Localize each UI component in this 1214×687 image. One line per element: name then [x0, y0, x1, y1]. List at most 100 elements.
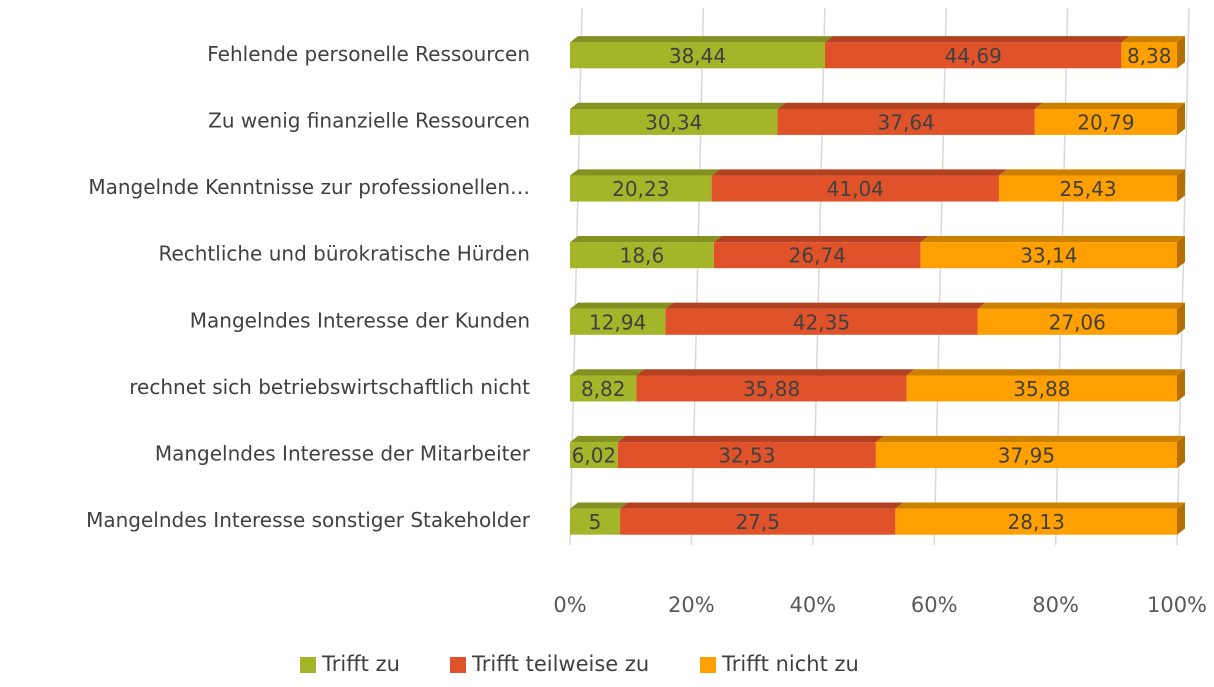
data-label: 20,23	[612, 177, 669, 201]
data-label: 6,02	[572, 444, 617, 468]
bar-segment	[713, 242, 921, 269]
category-label: Mangelndes Interesse sonstiger Stakehold…	[86, 508, 531, 532]
bar-segment	[906, 375, 1177, 402]
data-label: 28,13	[1008, 510, 1065, 534]
bar-segment	[1034, 108, 1177, 135]
data-label: 38,44	[669, 44, 726, 68]
data-label: 8,82	[581, 377, 626, 401]
bar-segment	[570, 308, 666, 335]
bar-segment	[977, 308, 1177, 335]
category-label: Mangelnde Kenntnisse zur professionellen…	[88, 175, 530, 199]
data-label: 37,95	[998, 444, 1055, 468]
bar-segment	[875, 442, 1177, 469]
data-label: 20,79	[1077, 110, 1134, 134]
legend-label: Trifft nicht zu	[721, 652, 859, 676]
category-label: Mangelndes Interesse der Kunden	[190, 308, 530, 332]
data-label: 12,94	[589, 310, 646, 334]
bar-segment	[998, 175, 1177, 202]
category-label: Rechtliche und bürokratische Hürden	[158, 242, 530, 266]
bar-depth	[920, 236, 1185, 243]
bar-segment	[570, 175, 712, 202]
bar-depth	[1034, 102, 1185, 109]
bar-depth	[711, 169, 1007, 176]
data-label: 32,53	[718, 444, 775, 468]
legend-swatch	[300, 657, 316, 673]
data-label: 27,5	[735, 510, 780, 534]
data-label: 5	[589, 510, 602, 534]
bar-segment	[617, 442, 876, 469]
category-label: Zu wenig finanzielle Ressourcen	[208, 108, 530, 132]
x-tick-label: 80%	[1032, 593, 1079, 617]
bar-segment	[570, 508, 621, 535]
data-label: 33,14	[1020, 244, 1077, 268]
bar-segment	[570, 108, 778, 135]
bar-segment	[895, 508, 1177, 535]
data-label: 35,88	[743, 377, 800, 401]
data-label: 18,6	[620, 244, 665, 268]
data-label: 27,06	[1049, 310, 1106, 334]
x-tick-label: 0%	[553, 593, 586, 617]
bar-depth	[977, 302, 1185, 309]
bar-segment	[620, 508, 896, 535]
bar-segment	[570, 242, 714, 269]
bar-depth	[1177, 435, 1185, 469]
bar-depth	[620, 502, 904, 509]
bar-depth	[824, 36, 1130, 43]
bar-segment	[1121, 42, 1177, 69]
bar-depth	[906, 369, 1185, 376]
bar-depth	[570, 502, 629, 509]
bar-depth	[713, 236, 929, 243]
bar-depth	[1177, 169, 1185, 202]
bar-segment	[636, 375, 907, 402]
data-label: 44,69	[945, 44, 1002, 68]
data-label: 35,88	[1013, 377, 1070, 401]
bar-depth	[1177, 236, 1185, 269]
legend-label: Trifft zu	[321, 652, 400, 676]
category-label: rechnet sich betriebswirtschaftlich nich…	[129, 375, 530, 399]
bar-segment	[920, 242, 1177, 269]
category-label: Fehlende personelle Ressourcen	[207, 42, 530, 66]
data-label: 26,74	[789, 244, 846, 268]
x-tick-label: 40%	[789, 593, 836, 617]
bar-depth	[1177, 502, 1185, 535]
bar-depth	[1177, 302, 1185, 335]
bar-segment	[570, 375, 637, 402]
bar-segment	[711, 175, 999, 202]
bar-segment	[777, 108, 1035, 135]
data-label: 42,35	[793, 310, 850, 334]
bar-depth	[665, 302, 986, 309]
bar-depth	[895, 502, 1185, 509]
category-label: Mangelndes Interesse der Mitarbeiter	[155, 442, 531, 466]
bar-depth	[1177, 102, 1185, 135]
data-label: 30,34	[645, 110, 702, 134]
legend-swatch	[450, 657, 466, 673]
bar-depth	[570, 302, 674, 309]
bar-depth	[617, 435, 884, 443]
data-label: 37,64	[878, 110, 935, 134]
bar-segment	[570, 442, 618, 469]
data-label: 8,38	[1127, 44, 1172, 68]
bar-depth	[777, 102, 1043, 109]
bar-segment	[570, 42, 825, 69]
bar-depth	[570, 435, 626, 443]
bar-depth	[998, 169, 1185, 176]
bar-segment	[824, 42, 1122, 69]
bar-depth	[570, 169, 720, 176]
bar-depth	[570, 236, 722, 243]
bar-depth	[875, 435, 1185, 443]
bar-depth	[570, 102, 786, 109]
data-label: 41,04	[827, 177, 884, 201]
bar-depth	[1177, 369, 1185, 402]
x-tick-label: 20%	[668, 593, 715, 617]
x-tick-label: 60%	[911, 593, 958, 617]
bar-depth	[570, 36, 833, 43]
bar-segment	[665, 308, 978, 335]
legend-label: Trifft teilweise zu	[471, 652, 649, 676]
data-label: 25,43	[1059, 177, 1116, 201]
legend-swatch	[700, 657, 716, 673]
x-tick-label: 100%	[1147, 593, 1207, 617]
bar-depth	[570, 369, 645, 376]
bar-depth	[1121, 36, 1185, 43]
bar-depth	[1177, 36, 1185, 69]
